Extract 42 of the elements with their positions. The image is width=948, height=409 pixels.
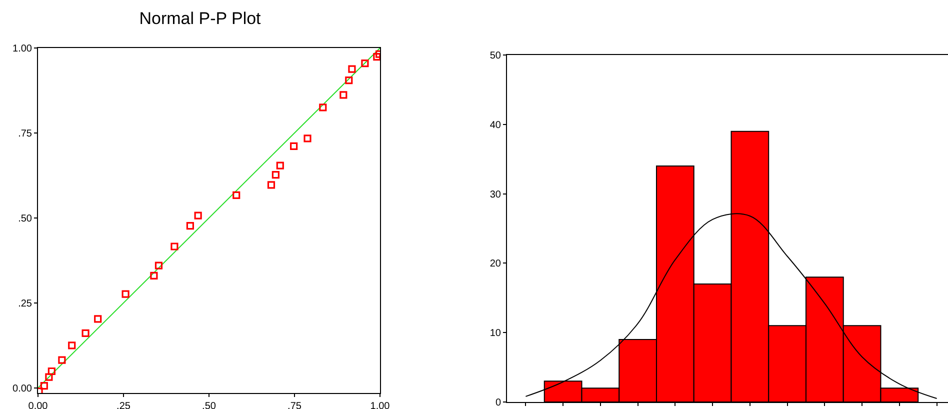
y-tick-label: 0.00: [12, 383, 32, 394]
point: [94, 315, 102, 323]
x-tick-label: 0.00: [28, 401, 48, 409]
point: [373, 53, 380, 61]
x-tick-label: .50: [202, 401, 216, 409]
y-tick-label: .50: [18, 213, 32, 224]
point: [186, 222, 194, 230]
x-tick-label: .25: [116, 401, 131, 409]
point: [40, 382, 48, 390]
point: [345, 76, 353, 84]
y-tick-label: 20: [490, 258, 502, 270]
y-tick-label: .25: [18, 298, 32, 310]
point: [122, 290, 130, 298]
y-tick-label: 10: [490, 328, 502, 340]
point: [361, 60, 369, 68]
point: [170, 242, 178, 250]
point: [232, 191, 240, 199]
point: [68, 342, 76, 350]
point: [48, 367, 56, 376]
point: [276, 162, 284, 170]
point: [304, 134, 312, 142]
point: [272, 170, 280, 179]
point: [267, 181, 276, 189]
chart-title: Normal P-P Plot: [139, 9, 262, 28]
point: [150, 272, 158, 280]
point: [194, 212, 202, 220]
point: [82, 329, 90, 337]
point: [290, 142, 298, 150]
x-tick-label: .75: [288, 401, 302, 409]
point: [45, 373, 53, 381]
y-tick-label: 1.00: [12, 44, 32, 54]
y-tick-label: .75: [18, 128, 32, 140]
y-tick-label: 30: [490, 189, 502, 200]
point: [319, 104, 327, 112]
point: [154, 262, 163, 270]
x-tick-label: 1.00: [370, 401, 390, 409]
y-tick-label: 40: [490, 120, 502, 131]
point: [348, 65, 356, 73]
y-tick-label: 50: [490, 50, 502, 62]
y-tick-label: 0: [495, 398, 502, 408]
point: [58, 356, 66, 364]
point: [340, 91, 348, 99]
